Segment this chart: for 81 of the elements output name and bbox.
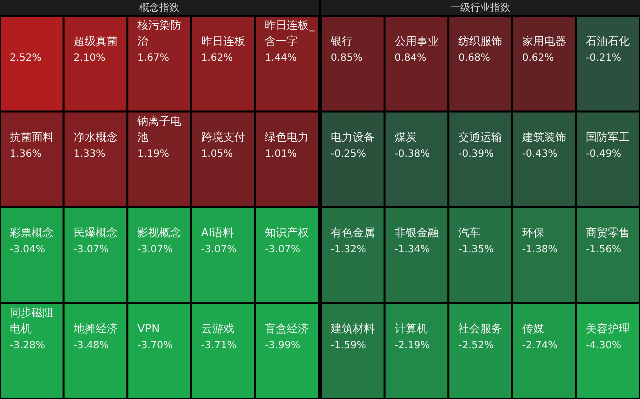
category-label: 净水概念 bbox=[74, 130, 118, 144]
data-label: 1.36% bbox=[10, 148, 42, 160]
data-label: 0.84% bbox=[394, 53, 427, 64]
data-label: 1.05% bbox=[201, 148, 234, 160]
category-label: 知识产权 bbox=[265, 226, 310, 240]
category-label: 盲盒经济 bbox=[265, 322, 310, 336]
data-label: 2.52% bbox=[10, 53, 42, 64]
category-label: 地摊经济 bbox=[72, 322, 118, 336]
data-label: -3.07% bbox=[74, 244, 110, 256]
data-label: -0.25% bbox=[331, 148, 366, 160]
data-label: 1.01% bbox=[265, 148, 297, 160]
category-label: 抗菌面料 bbox=[10, 130, 54, 144]
category-label: 核污染防治 bbox=[136, 19, 182, 48]
data-label: -1.56% bbox=[586, 244, 622, 256]
category-label: 跨境支付 bbox=[201, 130, 246, 144]
category-label: 建筑装饰 bbox=[521, 130, 566, 144]
category-label: 传媒 bbox=[522, 322, 544, 336]
text: 概念指数 bbox=[140, 2, 180, 14]
data-label: 1.19% bbox=[138, 148, 170, 160]
data-label: 0.68% bbox=[458, 53, 490, 64]
category-label: 纺织服饰 bbox=[458, 35, 503, 48]
data-label: -0.39% bbox=[458, 148, 494, 160]
data-label: 0.85% bbox=[331, 53, 363, 64]
data-label: -0.49% bbox=[586, 148, 622, 160]
data-label: 1.62% bbox=[201, 53, 234, 64]
category-label: AI语料 bbox=[201, 226, 234, 240]
data-label: -3.07% bbox=[201, 244, 237, 256]
text: 一级行业指数 bbox=[450, 2, 510, 14]
category-label: 石油石化 bbox=[586, 35, 630, 48]
category-label: 银行 bbox=[330, 35, 353, 48]
category-label: 电力设备 bbox=[331, 130, 375, 144]
category-label: 钠离子电池 bbox=[136, 114, 182, 144]
category-label: 环保 bbox=[522, 226, 544, 240]
category-label: 建筑材料 bbox=[330, 322, 375, 336]
category-label: 同步磁阻电机 bbox=[10, 306, 54, 336]
category-label: 绿色电力 bbox=[265, 130, 310, 144]
data-label: 2.10% bbox=[74, 53, 106, 64]
category-label: VPN bbox=[138, 322, 160, 336]
category-label: 国防军工 bbox=[586, 130, 630, 144]
data-label: -0.38% bbox=[394, 148, 430, 160]
data-label: -2.19% bbox=[394, 340, 430, 352]
data-label: -3.71% bbox=[201, 340, 237, 352]
data-label: -2.52% bbox=[458, 340, 494, 352]
data-label: -3.48% bbox=[74, 340, 110, 352]
data-label: 1.44% bbox=[265, 53, 297, 64]
data-label: -1.32% bbox=[331, 244, 366, 256]
data-label: -4.30% bbox=[586, 340, 622, 352]
data-label: -3.70% bbox=[138, 340, 173, 352]
category-label: 商贸零售 bbox=[586, 226, 630, 240]
data-label: -3.07% bbox=[265, 244, 301, 256]
category-label: 煤炭 bbox=[394, 130, 417, 144]
category-label: 美容护理 bbox=[586, 322, 630, 336]
category-label: 社会服务 bbox=[458, 322, 503, 336]
data-label: -3.28% bbox=[10, 340, 46, 352]
category-label: 民爆概念 bbox=[74, 226, 118, 240]
category-label: 影视概念 bbox=[138, 226, 182, 240]
category-label: 超级真菌 bbox=[74, 35, 118, 48]
category-label: 昨日连板 bbox=[201, 35, 246, 48]
category-label: 彩票概念 bbox=[10, 226, 54, 240]
data-label: -3.04% bbox=[10, 244, 46, 256]
data-label: -3.07% bbox=[138, 244, 173, 256]
category-label: 交通运输 bbox=[458, 130, 503, 144]
category-label: 非银金融 bbox=[394, 226, 439, 240]
data-label: -3.99% bbox=[265, 340, 301, 352]
category-label: 昨日连板_含一字 bbox=[265, 19, 316, 48]
category-label: 有色金属 bbox=[331, 226, 375, 240]
data-label: 1.67% bbox=[138, 53, 170, 64]
category-label: 家用电器 bbox=[522, 35, 566, 48]
data-label: -1.59% bbox=[331, 340, 366, 352]
data-label: 0.62% bbox=[522, 53, 554, 64]
data-label: -2.74% bbox=[522, 340, 558, 352]
category-label: 云游戏 bbox=[201, 322, 234, 336]
data-label: -0.43% bbox=[522, 148, 558, 160]
category-label: 计算机 bbox=[394, 322, 428, 336]
data-label: -1.38% bbox=[522, 244, 558, 256]
data-label: -1.35% bbox=[458, 244, 494, 256]
data-label: -0.21% bbox=[586, 53, 622, 64]
data-label: 1.33% bbox=[74, 148, 106, 160]
data-label: -1.34% bbox=[394, 244, 430, 256]
category-label: 公用事业 bbox=[394, 35, 439, 48]
category-label: 汽车 bbox=[458, 226, 481, 240]
